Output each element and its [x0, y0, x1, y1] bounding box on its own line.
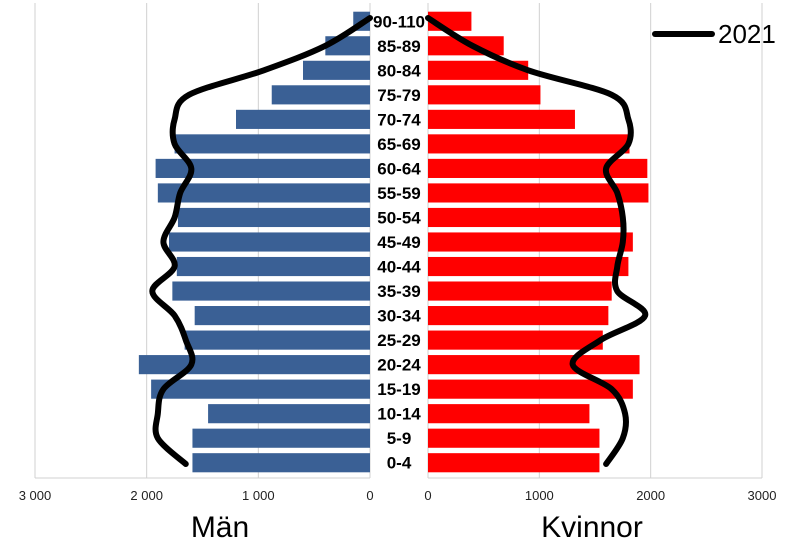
bar-female-65-69	[428, 134, 630, 154]
bar-male-20-24	[138, 355, 370, 375]
male-bars	[138, 11, 370, 473]
gridlines	[34, 3, 763, 479]
age-label-15-19: 15-19	[377, 380, 420, 399]
bar-male-40-44	[176, 256, 370, 277]
bar-male-30-34	[194, 306, 370, 326]
age-label-30-34: 30-34	[377, 307, 421, 326]
age-label-75-79: 75-79	[377, 86, 420, 105]
female-bars	[428, 11, 649, 473]
bar-female-30-34	[428, 306, 609, 326]
age-label-80-84: 80-84	[377, 61, 421, 80]
bar-female-15-19	[428, 379, 633, 399]
left-tick-label: 0	[366, 488, 373, 503]
bar-male-35-39	[172, 281, 370, 301]
age-label-70-74: 70-74	[377, 110, 421, 129]
axis-tick-labels: 3 000 2 000 1 000 0 0 1000 2000 3000	[19, 488, 777, 503]
bar-female-50-54	[428, 207, 623, 228]
bar-female-55-59	[428, 183, 649, 203]
legend-label: 2021	[718, 19, 776, 49]
bar-male-50-54	[177, 207, 370, 228]
right-tick-label: 0	[424, 488, 431, 503]
bar-female-45-49	[428, 232, 633, 252]
bar-male-15-19	[151, 379, 370, 399]
bar-female-80-84	[428, 60, 529, 80]
age-label-90-110: 90-110	[373, 12, 425, 31]
outline-2021-female	[425, 15, 649, 467]
bar-male-65-69	[174, 134, 370, 154]
left-tick-label: 2 000	[130, 488, 163, 503]
age-group-labels: 90-110 85-89 80-84 75-79 70-74 65-69 60-64 55-5…	[373, 12, 425, 472]
bar-male-25-29	[184, 330, 370, 350]
bar-female-0-4	[428, 453, 600, 473]
left-axis-title: Män	[191, 511, 249, 544]
bar-male-45-49	[169, 232, 370, 252]
bar-male-10-14	[208, 404, 370, 424]
age-label-85-89: 85-89	[377, 37, 420, 56]
bar-female-10-14	[428, 404, 590, 424]
outline-2021-male	[149, 15, 373, 467]
bar-female-60-64	[428, 158, 648, 178]
bar-male-55-59	[157, 183, 370, 203]
bar-female-70-74	[428, 109, 575, 129]
bar-female-40-44	[428, 256, 629, 277]
bar-female-25-29	[428, 330, 603, 350]
age-label-10-14: 10-14	[377, 405, 421, 424]
age-label-5-9: 5-9	[387, 429, 412, 448]
age-label-25-29: 25-29	[377, 331, 420, 350]
right-tick-label: 2000	[636, 488, 665, 503]
outline-2021	[149, 15, 649, 467]
age-label-40-44: 40-44	[377, 258, 421, 277]
age-label-50-54: 50-54	[377, 208, 421, 227]
bar-female-5-9	[428, 428, 600, 448]
right-tick-label: 1000	[525, 488, 554, 503]
right-tick-label: 3000	[748, 488, 777, 503]
bar-male-5-9	[192, 428, 370, 448]
age-label-65-69: 65-69	[377, 135, 420, 154]
bar-male-60-64	[155, 158, 370, 178]
bar-female-35-39	[428, 281, 612, 301]
bar-male-75-79	[271, 85, 370, 105]
left-tick-label: 1 000	[242, 488, 275, 503]
age-label-45-49: 45-49	[377, 233, 420, 252]
right-axis-title: Kvinnor	[541, 511, 643, 544]
age-label-20-24: 20-24	[377, 356, 421, 375]
bar-male-80-84	[303, 60, 370, 80]
bar-female-20-24	[428, 355, 640, 375]
age-label-0-4: 0-4	[387, 454, 412, 473]
bar-male-0-4	[192, 453, 370, 473]
age-label-35-39: 35-39	[377, 282, 420, 301]
age-label-55-59: 55-59	[377, 184, 420, 203]
bar-female-75-79	[428, 85, 541, 105]
bar-male-70-74	[236, 109, 370, 129]
left-tick-label: 3 000	[19, 488, 52, 503]
legend: 2021	[652, 19, 776, 49]
age-label-60-64: 60-64	[377, 159, 421, 178]
